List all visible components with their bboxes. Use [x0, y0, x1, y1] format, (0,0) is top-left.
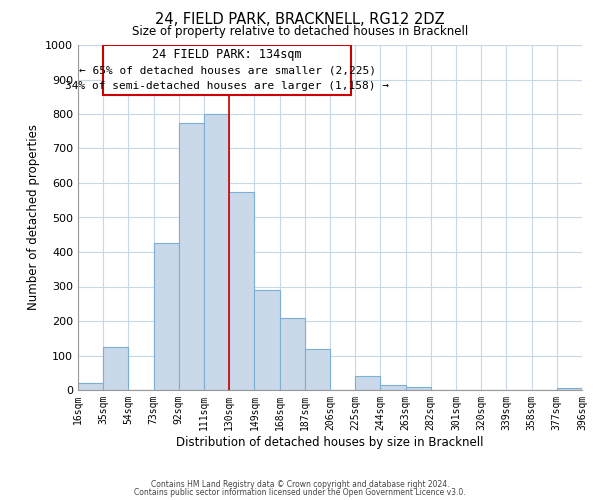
Bar	[355, 376, 380, 390]
Text: Contains HM Land Registry data © Crown copyright and database right 2024.: Contains HM Land Registry data © Crown c…	[151, 480, 449, 489]
FancyBboxPatch shape	[103, 45, 351, 95]
Bar	[305, 348, 330, 390]
Bar	[204, 114, 229, 390]
Text: Contains public sector information licensed under the Open Government Licence v3: Contains public sector information licen…	[134, 488, 466, 497]
Text: 34% of semi-detached houses are larger (1,158) →: 34% of semi-detached houses are larger (…	[65, 81, 389, 91]
Bar	[154, 244, 179, 390]
Bar	[557, 388, 582, 390]
Text: Size of property relative to detached houses in Bracknell: Size of property relative to detached ho…	[132, 25, 468, 38]
Bar	[78, 383, 103, 390]
Text: 24 FIELD PARK: 134sqm: 24 FIELD PARK: 134sqm	[152, 48, 302, 60]
Bar	[229, 192, 254, 390]
Bar	[280, 318, 305, 390]
Y-axis label: Number of detached properties: Number of detached properties	[26, 124, 40, 310]
X-axis label: Distribution of detached houses by size in Bracknell: Distribution of detached houses by size …	[176, 436, 484, 448]
Bar	[406, 386, 431, 390]
Bar	[380, 385, 406, 390]
Bar	[254, 290, 280, 390]
Text: 24, FIELD PARK, BRACKNELL, RG12 2DZ: 24, FIELD PARK, BRACKNELL, RG12 2DZ	[155, 12, 445, 28]
Bar	[179, 122, 204, 390]
Bar	[103, 347, 128, 390]
Text: ← 65% of detached houses are smaller (2,225): ← 65% of detached houses are smaller (2,…	[79, 65, 376, 75]
